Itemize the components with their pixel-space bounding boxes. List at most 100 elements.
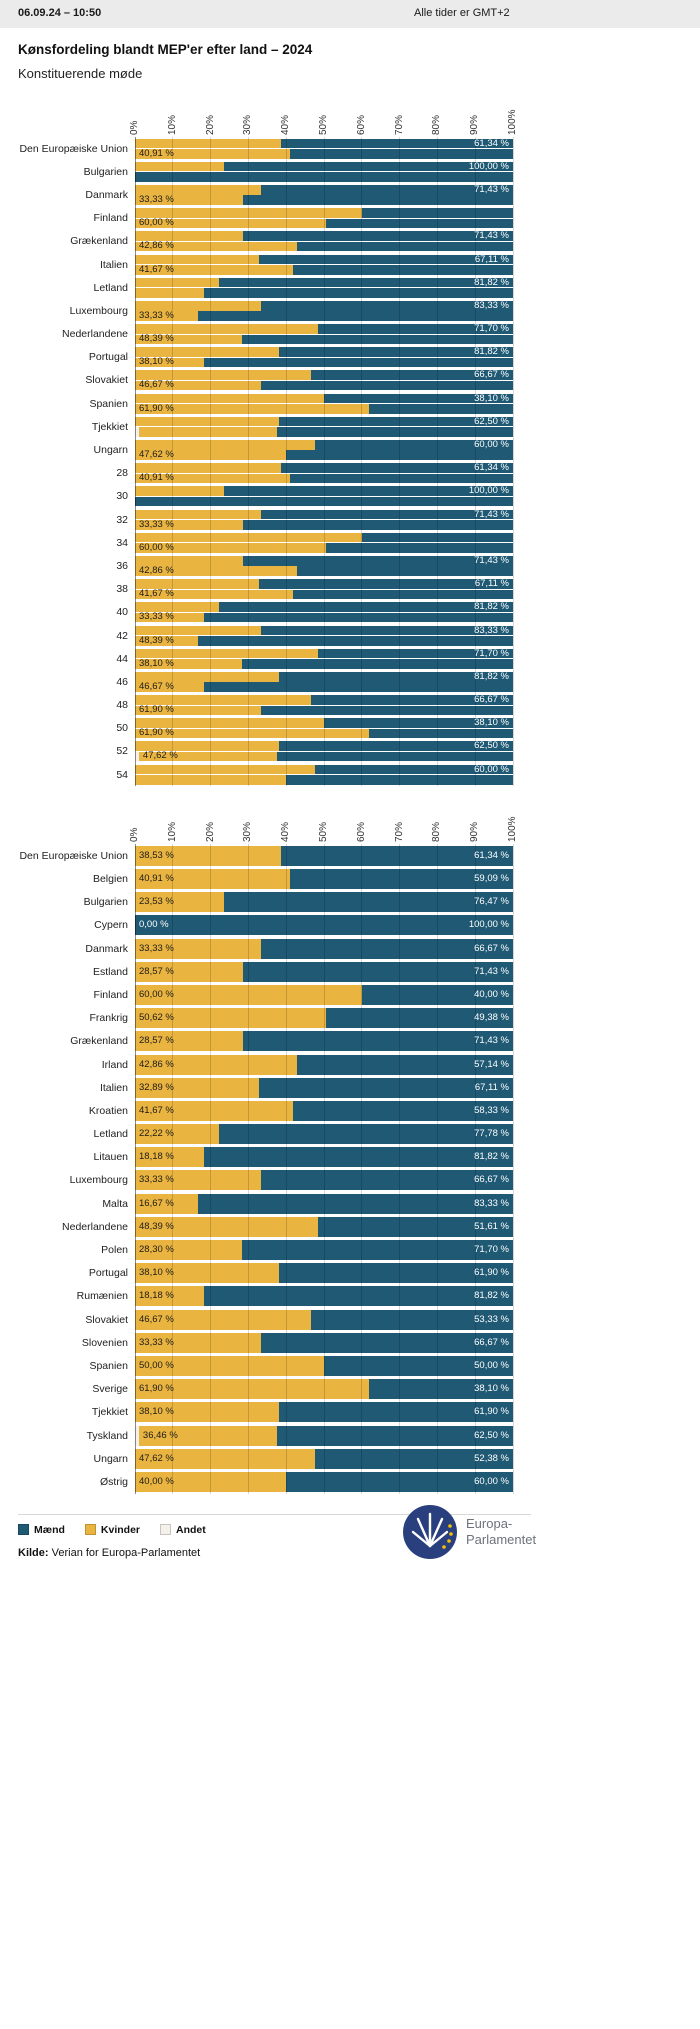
segment-kvinder	[135, 195, 243, 205]
bar-value-kvinder: 48,39 %	[139, 1220, 174, 1232]
bar-value-maend: 83,33 %	[474, 299, 509, 311]
row-category-label: Spanien	[89, 397, 128, 410]
chart-row: 28 40,91 % 61,34 %	[18, 462, 513, 485]
segment-maend	[242, 555, 513, 566]
segment-kvinder	[135, 589, 293, 600]
legend-item: Andet	[160, 1524, 206, 1536]
segment-maend	[279, 416, 513, 427]
bar-value-maend: 62,50 %	[474, 415, 509, 427]
segment-maend	[279, 671, 513, 682]
bar-value-maend: 66,67 %	[474, 1174, 509, 1186]
chart-row: Den Europæiske Union 40,91 % 61,34 %	[18, 137, 513, 160]
segment-maend	[203, 682, 513, 692]
chart-row: Tjekkiet 62,50 %	[18, 415, 513, 438]
segment-maend	[276, 427, 513, 437]
row-bar: 40,91 % 59,09 %	[135, 869, 513, 890]
segment-kvinder	[135, 393, 324, 404]
chart-row: 40 33,33 % 81,82 %	[18, 601, 513, 624]
segment-kvinder	[135, 473, 290, 484]
row-bar: 18,18 % 81,82 %	[135, 1286, 513, 1307]
bar-value-kvinder: 16,67 %	[139, 1197, 174, 1209]
segment-kvinder	[135, 625, 261, 636]
bar-value-kvinder: 33,33 %	[139, 518, 174, 530]
chart-row: Luxembourg 33,33 % 83,33 %	[18, 299, 513, 322]
bar-value-maend: 66,67 %	[474, 694, 509, 706]
segment-maend	[260, 1170, 513, 1191]
segment-maend	[311, 370, 513, 381]
page-subtitle: Konstituerende møde	[18, 66, 143, 81]
bar-stack	[135, 311, 513, 321]
bar-value-kvinder: 42,86 %	[139, 240, 174, 252]
row-bar: 47,62 % 62,50 %	[135, 741, 513, 762]
segment-maend	[276, 1425, 513, 1446]
bar-value-maend: 66,67 %	[474, 1336, 509, 1348]
segment-kvinder	[135, 612, 204, 623]
segment-maend	[324, 1355, 513, 1376]
segment-maend	[279, 347, 513, 357]
chart-row: Finland 60,00 %	[18, 207, 513, 230]
bar-stack	[135, 1332, 513, 1353]
bar-stack	[135, 1286, 513, 1307]
segment-kvinder	[135, 509, 261, 520]
segment-kvinder	[135, 1100, 293, 1121]
bar-stack	[135, 264, 513, 275]
bar-value-maend: 71,70 %	[474, 647, 509, 659]
segment-kvinder	[135, 324, 318, 334]
bar-stack	[135, 984, 513, 1005]
segment-maend	[368, 404, 513, 414]
segment-andet	[135, 427, 139, 437]
segment-kvinder	[135, 984, 362, 1005]
chart-top-tick-labels: 0% 10% 20% 30% 40% 50% 60% 70% 80% 90% 100%	[129, 93, 518, 137]
bar-stack	[135, 589, 513, 600]
chart-bottom-tick-labels: 0% 10% 20% 30% 40% 50% 60% 70% 80% 90% 100%	[129, 800, 518, 844]
row-category-label: Nederlandene	[62, 1220, 128, 1233]
segment-kvinder	[135, 1008, 327, 1029]
segment-maend	[260, 938, 513, 959]
x-axis-tick-label: 80%	[431, 822, 443, 843]
row-bar: 36,46 % 62,50 %	[135, 1425, 513, 1446]
bar-value-maend: 58,33 %	[474, 1104, 509, 1116]
row-bar: 50,62 % 49,38 %	[135, 1008, 513, 1029]
segment-maend	[326, 218, 513, 229]
segment-kvinder	[135, 938, 261, 959]
bar-value-kvinder: 38,10 %	[139, 657, 174, 669]
segment-kvinder	[135, 1471, 287, 1492]
x-axis-tick-label: 40%	[280, 114, 292, 135]
segment-kvinder	[135, 208, 362, 218]
chart-row: 46 46,67 % 81,82 %	[18, 670, 513, 693]
x-axis-tick-label: 100%	[507, 109, 518, 135]
row-bar: 50,00 % 50,00 %	[135, 1355, 513, 1376]
row-bar: 46,67 % 53,33 %	[135, 1309, 513, 1330]
bar-stack	[135, 915, 513, 936]
bar-value-maend: 38,10 %	[474, 717, 509, 729]
bar-stack	[135, 1031, 513, 1052]
row-category-label: Italien	[99, 1081, 128, 1094]
row-bar: 23,53 % 76,47 %	[135, 892, 513, 913]
bar-value-kvinder: 47,62 %	[142, 750, 178, 762]
row-category-label: 44	[116, 652, 128, 665]
row-bar: 46,67 % 81,82 %	[135, 671, 513, 692]
segment-maend	[361, 532, 513, 543]
row-category-label: Polen	[101, 1244, 128, 1257]
bar-value-maend: 53,33 %	[474, 1313, 509, 1325]
bar-stack	[135, 1425, 513, 1446]
row-bar: 100,00 %	[135, 161, 513, 182]
legend-label: Mænd	[34, 1523, 65, 1536]
ep-logo-text-line2: Parlamentet	[466, 1531, 537, 1547]
x-axis-tick-label: 100%	[507, 816, 518, 843]
segment-kvinder	[135, 1263, 280, 1284]
row-bar: 61,90 % 66,67 %	[135, 694, 513, 716]
row-category-label: Letland	[93, 281, 128, 294]
bar-stack	[135, 254, 513, 265]
row-category-label: Cypern	[94, 919, 128, 932]
chart-row: Letland 22,22 % 77,78 %	[18, 1123, 513, 1146]
chart-row: Østrig 40,00 % 60,00 %	[18, 1470, 513, 1493]
x-axis-tick-label: 20%	[204, 114, 216, 135]
bar-value-kvinder: 42,86 %	[139, 564, 174, 576]
bar-stack	[135, 149, 513, 159]
bar-value-maend: 76,47 %	[474, 896, 509, 908]
row-bar: 47,62 % 52,38 %	[135, 1448, 513, 1469]
bar-value-maend: 38,10 %	[474, 392, 509, 404]
bar-value-kvinder: 48,39 %	[139, 333, 174, 345]
bar-value-maend: 59,09 %	[474, 873, 509, 885]
